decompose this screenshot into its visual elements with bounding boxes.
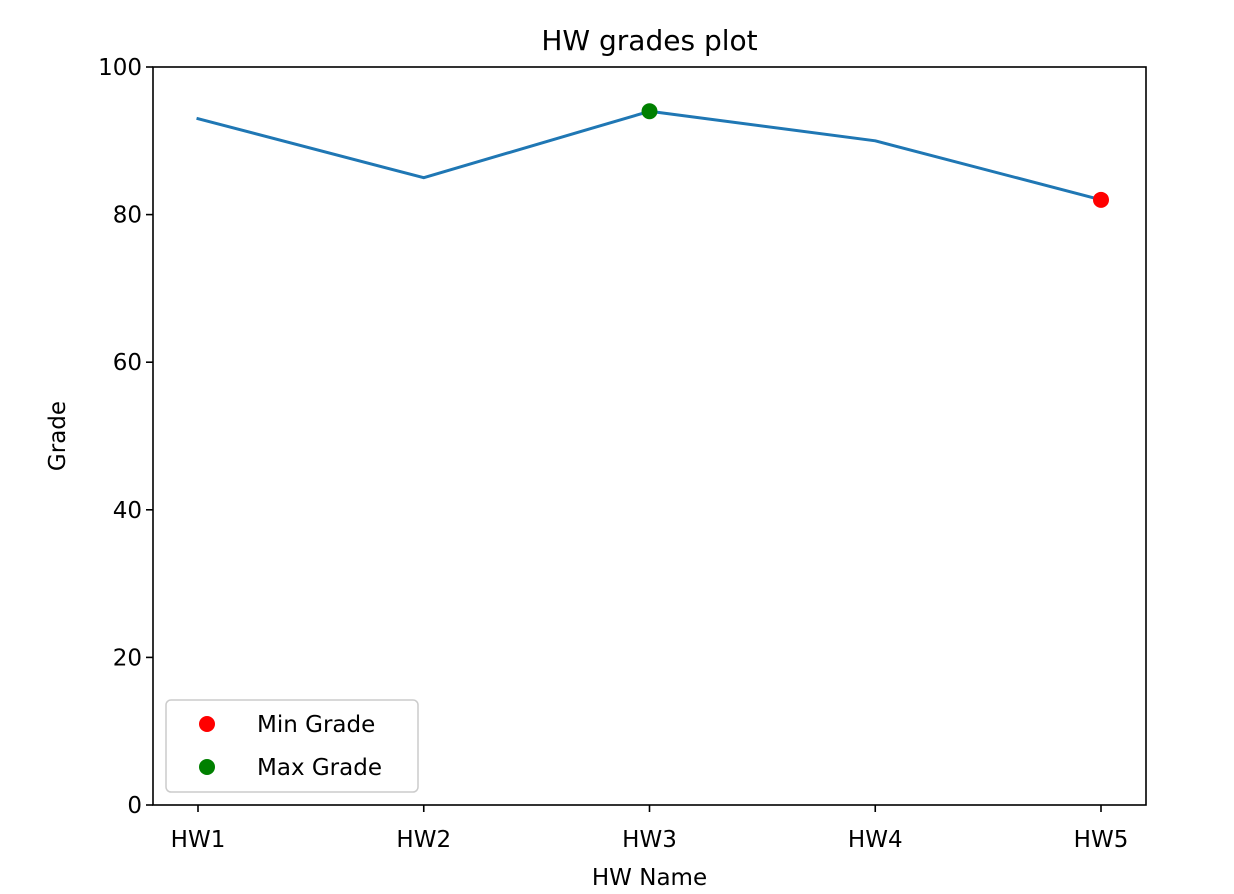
- x-axis-label: HW Name: [592, 865, 707, 890]
- legend-box: [165, 699, 419, 793]
- x-tick-label: HW5: [1074, 827, 1129, 853]
- y-tick-label: 0: [127, 793, 142, 819]
- x-tick-label: HW2: [396, 827, 451, 853]
- x-tick-label: HW1: [171, 827, 226, 853]
- legend-label: Max Grade: [257, 755, 382, 781]
- legend-marker: [199, 716, 215, 732]
- legend: Min Grade Max Grade: [165, 699, 419, 793]
- y-tick-label: 40: [113, 498, 142, 524]
- y-axis-label: Grade: [45, 401, 71, 471]
- legend-marker: [199, 759, 215, 775]
- data-point-marker: [641, 103, 658, 120]
- x-axis: HW1 HW2 HW3 HW4 HW5: [171, 805, 1129, 853]
- y-tick-label: 100: [98, 55, 142, 81]
- y-tick-label: 80: [113, 203, 142, 229]
- x-tick-label: HW4: [848, 827, 903, 853]
- y-axis: 0 20 40 60 80 100: [98, 55, 153, 819]
- y-tick-label: 20: [113, 645, 142, 671]
- marker-layer: [641, 103, 1109, 208]
- data-point-marker: [1093, 191, 1109, 208]
- y-tick-label: 60: [113, 350, 142, 376]
- x-tick-label: HW3: [622, 827, 677, 853]
- legend-label: Min Grade: [257, 712, 375, 738]
- chart-title: HW grades plot: [541, 24, 757, 57]
